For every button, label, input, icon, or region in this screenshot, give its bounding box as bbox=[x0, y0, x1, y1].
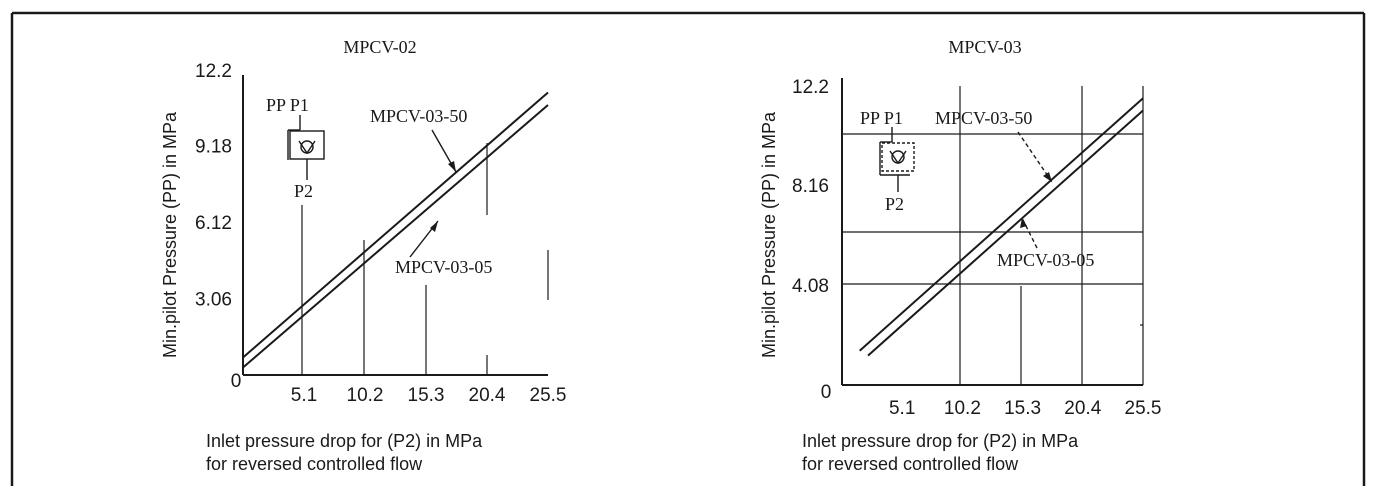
leader-line bbox=[1017, 131, 1053, 183]
check-valve-seat-icon bbox=[298, 140, 316, 155]
x-tick-label: 10.2 bbox=[944, 398, 981, 419]
x-tick-label: 5.1 bbox=[889, 398, 915, 419]
valve-symbol: PP P1 P2 bbox=[266, 95, 325, 201]
chart-title: MPCV-02 bbox=[343, 37, 416, 57]
series-label: MPCV-03-05 bbox=[395, 257, 492, 277]
series-line bbox=[242, 91, 549, 359]
x-axis-label-line-1: Inlet pressure drop for (P2) in MPa bbox=[802, 431, 1079, 451]
symbol-box bbox=[881, 142, 915, 172]
check-valve-seat-icon bbox=[889, 150, 907, 165]
symbol-port-p2: P2 bbox=[885, 194, 904, 214]
x-tick-label: 15.3 bbox=[1004, 398, 1041, 419]
y-tick-label: 6.12 bbox=[195, 213, 232, 234]
chart-mpcv-03: MPCV-03 Min.pilot Pressure (PP) in MPa P… bbox=[759, 37, 1161, 474]
leader-arrow-icon bbox=[448, 161, 456, 172]
symbol-box bbox=[289, 130, 325, 160]
x-tick-label: 10.2 bbox=[347, 385, 384, 406]
series-line bbox=[867, 109, 1144, 357]
origin-tick-label: 0 bbox=[821, 382, 832, 403]
series-line bbox=[859, 97, 1144, 352]
chart-mpcv-02: MPCV-02 Min.pilot Pressure (PP) in MPa P… bbox=[160, 37, 566, 474]
origin-tick-label: 0 bbox=[231, 371, 242, 392]
leader-line bbox=[1021, 217, 1038, 249]
chart-title: MPCV-03 bbox=[948, 37, 1021, 57]
x-tick-label: 15.3 bbox=[408, 385, 445, 406]
x-tick-label: 20.4 bbox=[1064, 398, 1101, 419]
y-axis-label: Min.pilot Pressure (PP) in MPa bbox=[160, 111, 180, 358]
leader-arrow-icon bbox=[1020, 218, 1027, 228]
x-axis-label-line-2: for reversed controlled flow bbox=[802, 454, 1019, 474]
series-label: MPCV-03-05 bbox=[997, 250, 1094, 270]
x-tick-label: 25.5 bbox=[530, 385, 567, 406]
y-tick-label: 12.2 bbox=[792, 77, 829, 98]
x-tick-label: 20.4 bbox=[469, 385, 506, 406]
symbol-port-p2: P2 bbox=[294, 181, 313, 201]
series-label: MPCV-03-50 bbox=[935, 108, 1032, 128]
valve-symbol: PP P1 P2 bbox=[860, 108, 915, 214]
x-tick-label: 25.5 bbox=[1125, 398, 1162, 419]
series-line bbox=[242, 104, 549, 369]
series-label: MPCV-03-50 bbox=[370, 106, 467, 126]
x-axis-label-line-1: Inlet pressure drop for (P2) in MPa bbox=[206, 431, 483, 451]
leader-arrow-icon bbox=[1043, 172, 1052, 182]
x-tick-label: 5.1 bbox=[291, 385, 317, 406]
y-tick-label: 4.08 bbox=[792, 276, 829, 297]
symbol-port-labels: PP P1 bbox=[266, 95, 309, 115]
y-tick-label: 8.16 bbox=[792, 176, 829, 197]
y-axis-label: Min.pilot Pressure (PP) in MPa bbox=[759, 111, 779, 358]
x-axis-label-line-2: for reversed controlled flow bbox=[206, 454, 423, 474]
leader-arrow-icon bbox=[430, 221, 438, 232]
y-tick-label: 9.18 bbox=[195, 137, 232, 158]
symbol-port-labels: PP P1 bbox=[860, 108, 903, 128]
y-tick-label: 12.2 bbox=[195, 61, 232, 82]
y-tick-label: 3.06 bbox=[195, 290, 232, 311]
